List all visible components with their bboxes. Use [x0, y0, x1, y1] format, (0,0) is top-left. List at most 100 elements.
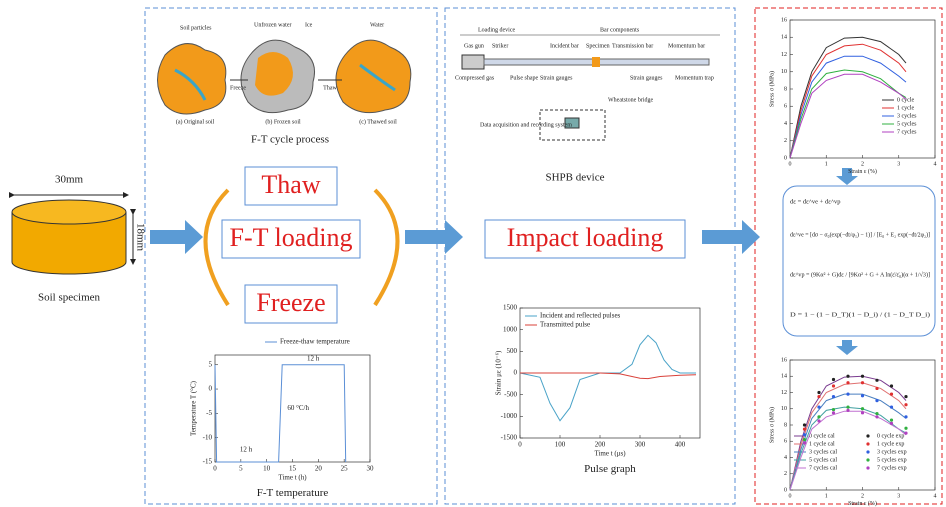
y-tick-label: 16 — [781, 357, 787, 363]
device-label: Pulse shape — [510, 75, 539, 81]
data-point — [890, 393, 893, 396]
y-axis-label: Strain με (10⁻⁶) — [495, 350, 503, 395]
x-tick-label: 1 — [825, 493, 828, 499]
data-point — [904, 427, 907, 430]
data-point — [803, 427, 806, 430]
x-axis-label: Strain ε (%) — [848, 500, 877, 507]
process-title: F-T cycle process — [251, 134, 329, 146]
data-point — [861, 407, 864, 410]
x-tick-label: 10 — [263, 465, 271, 473]
device-label: Data acquisition and recording system — [480, 122, 572, 128]
data-point — [817, 415, 820, 418]
y-tick-label: 6 — [784, 439, 787, 445]
legend-marker — [866, 434, 869, 437]
legend-label: 1 cycle — [897, 105, 914, 111]
x-tick-label: 30 — [367, 465, 375, 473]
legend-label: 1 cycle exp — [877, 441, 904, 447]
data-point — [904, 415, 907, 418]
device-label: Momentum trap — [675, 75, 714, 81]
data-point — [861, 375, 864, 378]
specimen — [12, 195, 133, 274]
device-label: Gas gun — [464, 43, 484, 49]
y-tick-label: 6 — [784, 104, 787, 110]
legend-marker — [866, 458, 869, 461]
y-tick-label: 12 — [781, 52, 787, 58]
y-tick-label: 500 — [507, 347, 518, 355]
y-tick-label: 2 — [784, 471, 787, 477]
thaw: Thaw — [261, 170, 320, 199]
device-label: Loading device — [478, 27, 515, 33]
legend-label: 0 cycle cal — [809, 433, 835, 439]
legend-label: 5 cycles exp — [877, 457, 907, 463]
legend-marker — [866, 466, 869, 469]
series-line — [790, 56, 906, 158]
y-tick-label: -1000 — [501, 412, 518, 420]
data-point — [875, 379, 878, 382]
y-tick-label: 16 — [781, 17, 787, 23]
x-tick-label: 4 — [934, 493, 937, 499]
soil-label: Ice — [305, 22, 313, 28]
data-point — [803, 433, 806, 436]
y-tick-label: 0 — [784, 487, 787, 493]
device-label: Incident bar — [550, 43, 579, 49]
data-point — [861, 411, 864, 414]
data-point — [904, 432, 907, 435]
soil-label: Soil particles — [180, 25, 212, 31]
x-tick-label: 400 — [675, 441, 686, 449]
data-point — [817, 391, 820, 394]
data-point — [846, 381, 849, 384]
data-point — [846, 406, 849, 409]
device-label: Strain gauges — [540, 75, 573, 81]
x-tick-label: 25 — [341, 465, 349, 473]
x-tick-label: 15 — [289, 465, 297, 473]
soil-label: (b) Frozen soil — [265, 118, 301, 125]
data-point — [817, 395, 820, 398]
x-tick-label: 2 — [861, 493, 864, 499]
y-tick-label: 5 — [209, 360, 213, 368]
specimen-label: Soil specimen — [38, 292, 101, 304]
legend-label: Incident and reflected pulses — [540, 312, 621, 320]
x-tick-label: 0 — [789, 493, 792, 499]
y-axis-label: Stress σ (MPa) — [768, 71, 775, 107]
data-point — [890, 406, 893, 409]
device-label: Striker — [492, 43, 508, 49]
x-tick-label: 0 — [213, 465, 217, 473]
soil-label: (a) Original soil — [176, 118, 215, 125]
soil-label: Freeze — [230, 85, 246, 91]
height: 18mm — [134, 223, 146, 252]
legend-label: 7 cycles exp — [877, 465, 907, 471]
x-axis-label: Time t (h) — [278, 474, 307, 482]
data-point — [832, 395, 835, 398]
data-point — [890, 384, 893, 387]
series-line — [520, 335, 696, 420]
y-tick-label: 4 — [784, 121, 787, 127]
annotation: 12 h — [240, 445, 253, 453]
legend-label: 7 cycles cal — [809, 465, 837, 471]
annotation: 12 h — [307, 355, 320, 363]
legend-label: 0 cycle exp — [877, 433, 904, 439]
soil-label: Thaw — [323, 85, 337, 91]
data-point — [832, 378, 835, 381]
legend-label: Transmitted pulse — [540, 321, 590, 329]
y-tick-label: -5 — [206, 409, 212, 417]
impact-loading: Impact loading — [507, 223, 664, 252]
device-label: Transmission bar — [612, 43, 653, 49]
data-point — [846, 409, 849, 412]
equation: dε^ve = [dσ − σ₀(exp(−dt/φ₁) − 1)] / [E₀… — [790, 231, 930, 238]
y-tick-label: 8 — [784, 422, 787, 428]
x-axis-label: Time t (μs) — [594, 450, 626, 458]
x-axis-label: Strain ε (%) — [848, 168, 877, 175]
device-label: Momentum bar — [668, 43, 705, 49]
x-tick-label: 200 — [595, 441, 606, 449]
series-line — [520, 373, 696, 379]
device-label: Bar components — [600, 27, 640, 33]
legend-label: 3 cycles cal — [809, 449, 837, 455]
y-tick-label: 1500 — [503, 304, 518, 312]
data-point — [875, 412, 878, 415]
data-point — [875, 399, 878, 402]
annotation: 60 °C/h — [287, 404, 309, 412]
legend-label: 5 cycles cal — [809, 457, 837, 463]
x-tick-label: 0 — [789, 161, 792, 167]
device-label: Compressed gas — [455, 75, 495, 81]
y-tick-label: 10 — [781, 69, 787, 75]
